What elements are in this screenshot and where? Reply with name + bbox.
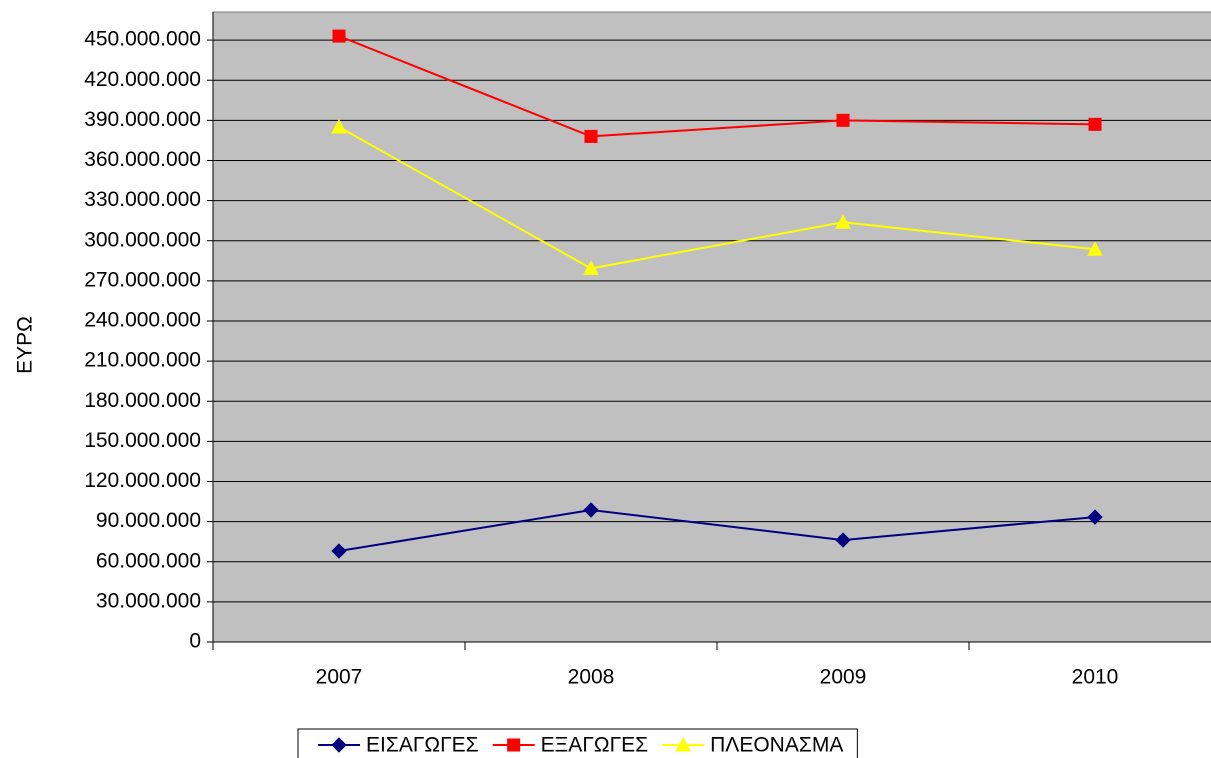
series-line — [338, 126, 1096, 270]
data-point — [584, 129, 598, 143]
legend-label: ΕΙΣΑΓΩΓΕΣ — [366, 734, 479, 757]
legend-label: ΠΛΕΟΝΑΣΜΑ — [710, 734, 843, 757]
y-tick-label: 150.000.000 — [84, 429, 201, 452]
y-tick-label: 180.000.000 — [84, 389, 201, 412]
data-point — [331, 118, 347, 134]
legend-box — [297, 728, 858, 758]
y-tick-label: 360.000.000 — [84, 148, 201, 171]
legend: ΕΙΣΑΓΩΓΕΣ ΕΞΑΓΩΓΕΣ ΠΛΕΟΝΑΣΜΑ — [297, 728, 858, 758]
legend-marker — [675, 736, 691, 752]
y-axis-label: ΕΥΡΩ — [14, 316, 37, 374]
y-tick-label: 420.000.000 — [84, 68, 201, 91]
y-tick-label: 300.000.000 — [84, 228, 201, 251]
x-tick-label: 2008 — [568, 666, 615, 689]
y-tick-label: 30.000.000 — [96, 589, 201, 612]
y-tick-label: 90.000.000 — [96, 509, 201, 532]
y-tick-label: 270.000.000 — [84, 268, 201, 291]
data-point — [835, 214, 851, 229]
x-tick-label: 2010 — [1072, 666, 1119, 689]
data-point — [1087, 241, 1103, 256]
data-point — [331, 543, 347, 559]
data-point — [836, 113, 850, 127]
series-line — [338, 508, 1096, 553]
plot-area — [212, 11, 1211, 643]
y-tick-label: 330.000.000 — [84, 188, 201, 211]
y-tick-label: 60.000.000 — [96, 549, 201, 572]
data-point — [1087, 509, 1103, 525]
y-tick-label: 0 — [189, 630, 201, 653]
data-point — [583, 502, 599, 518]
data-point — [1088, 117, 1102, 131]
legend-label: ΕΞΑΓΩΓΕΣ — [541, 734, 649, 757]
series-line — [338, 35, 1096, 138]
y-tick-label: 210.000.000 — [84, 349, 201, 372]
data-point — [332, 29, 346, 43]
legend-marker — [507, 738, 521, 752]
y-tick-label: 120.000.000 — [84, 469, 201, 492]
x-tick-label: 2007 — [316, 666, 363, 689]
data-point — [835, 532, 851, 548]
data-point — [583, 260, 599, 275]
legend-marker — [331, 737, 347, 753]
y-tick-label: 390.000.000 — [84, 108, 201, 131]
y-tick-label: 240.000.000 — [84, 309, 201, 332]
y-tick-label: 450.000.000 — [84, 28, 201, 51]
x-tick-label: 2009 — [820, 666, 867, 689]
